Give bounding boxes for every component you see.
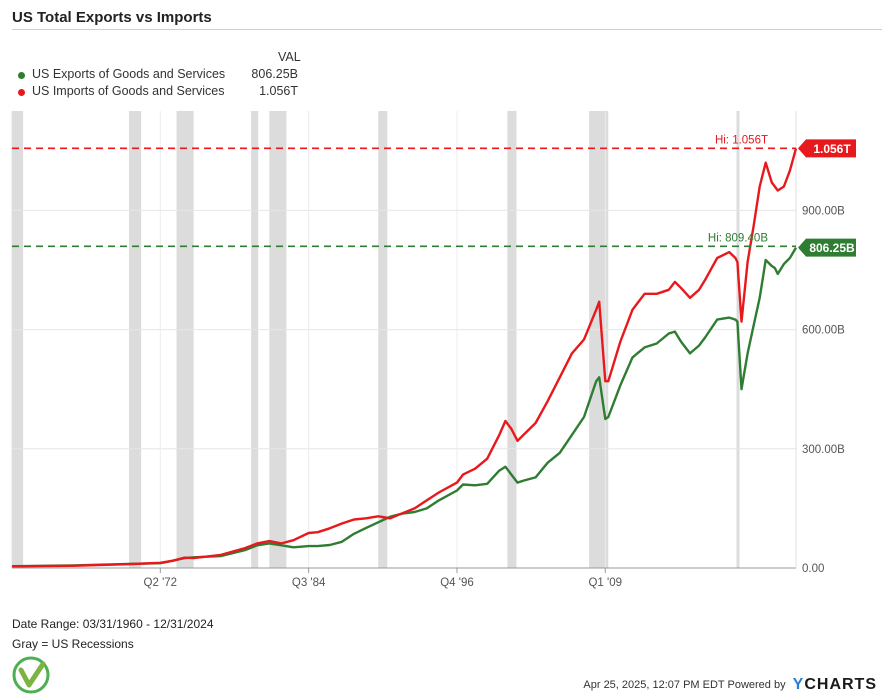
recession-bands <box>12 111 740 568</box>
x-tick-label: Q1 '09 <box>588 577 622 589</box>
series-line-exports[interactable] <box>11 246 798 568</box>
footer-attribution: Apr 25, 2025, 12:07 PM EDT Powered by YC… <box>583 676 877 694</box>
imports-high-label: Hi: 1.056T <box>715 134 768 146</box>
recession-band <box>129 111 142 568</box>
legend-dot-exports <box>18 72 25 79</box>
series-lines <box>11 148 798 568</box>
reference-lines: Hi: 1.056T 1.056T Hi: 809.40B 806.25B <box>12 134 856 257</box>
imports-value-badge <box>798 139 856 158</box>
recession-note: Gray = US Recessions <box>12 637 134 651</box>
legend-name-exports: US Exports of Goods and Services <box>32 67 226 81</box>
ycharts-wordmark[interactable]: YCHARTS <box>792 676 877 693</box>
x-tick-label: Q4 '96 <box>440 577 474 589</box>
y-tick-label: 600.00B <box>802 325 845 337</box>
y-tick-label: 300.00B <box>802 444 845 456</box>
x-tick-label: Q2 '72 <box>144 577 178 589</box>
recession-band <box>12 111 24 568</box>
chart-title: US Total Exports vs Imports <box>12 9 212 26</box>
line-chart[interactable]: 0.00 300.00B 600.00B 900.00B Q2 '72 Q3 '84 Q4 … <box>0 105 887 605</box>
axes: 0.00 300.00B 600.00B 900.00B Q2 '72 Q3 '84 Q4 … <box>11 111 845 589</box>
timestamp: Apr 25, 2025, 12:07 PM EDT Powered by <box>583 679 786 691</box>
exports-value-badge <box>798 238 856 257</box>
y-tick-label: 900.00B <box>802 205 845 217</box>
legend-dot-imports <box>18 89 25 96</box>
ycharts-logo-icon <box>12 656 50 694</box>
y-tick-label: 0.00 <box>802 563 824 575</box>
recession-band <box>251 111 259 568</box>
date-range-note: Date Range: 03/31/1960 - 12/31/2024 <box>12 617 214 631</box>
exports-badge-text: 806.25B <box>809 241 855 255</box>
legend-name-imports: US Imports of Goods and Services <box>32 84 225 98</box>
imports-badge-text: 1.056T <box>813 142 851 156</box>
recession-band <box>378 111 388 568</box>
series-line-imports[interactable] <box>11 148 798 568</box>
legend-value-exports: 806.25B <box>251 67 298 81</box>
recession-band <box>269 111 287 568</box>
recession-band <box>589 111 609 568</box>
exports-high-label: Hi: 809.40B <box>708 232 768 244</box>
legend-value-header: VAL <box>278 50 301 64</box>
legend-value-imports: 1.056T <box>259 84 298 98</box>
title-divider <box>12 29 882 30</box>
recession-band <box>507 111 517 568</box>
recession-band <box>176 111 194 568</box>
x-tick-label: Q3 '84 <box>292 577 326 589</box>
